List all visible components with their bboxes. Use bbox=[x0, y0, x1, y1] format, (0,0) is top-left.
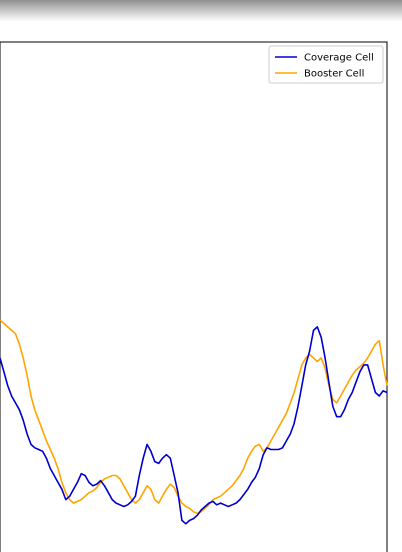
legend: Coverage Cell Booster Cell bbox=[268, 45, 384, 84]
series-layer bbox=[0, 319, 388, 525]
series-line-coverage-cell bbox=[0, 326, 388, 525]
legend-label-coverage-cell: Coverage Cell bbox=[304, 53, 374, 64]
series-line-booster-cell bbox=[0, 319, 388, 515]
plot-area-frame bbox=[0, 41, 388, 552]
legend-box bbox=[268, 45, 384, 84]
legend-label-booster-cell: Booster Cell bbox=[304, 69, 364, 80]
window-top-shadow bbox=[0, 0, 402, 22]
